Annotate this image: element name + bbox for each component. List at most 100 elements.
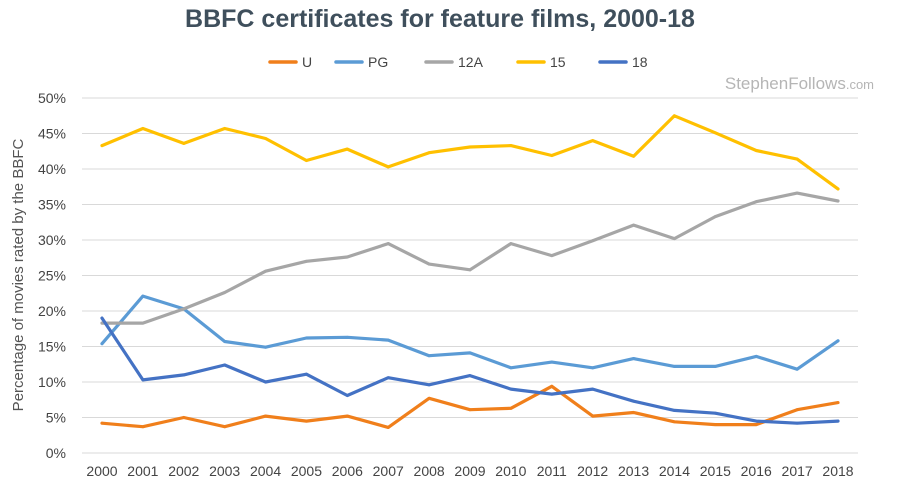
data-point <box>754 423 758 426</box>
data-point <box>100 321 104 325</box>
data-point <box>632 399 635 403</box>
data-point <box>386 426 390 429</box>
y-tick-label: 15% <box>38 339 66 355</box>
data-point <box>468 408 472 412</box>
x-tick-label: 2005 <box>291 463 322 479</box>
data-point <box>345 414 349 418</box>
data-point <box>468 374 472 378</box>
data-point <box>386 338 390 342</box>
series-12a <box>100 191 840 325</box>
data-point <box>223 291 227 294</box>
data-point <box>550 154 554 157</box>
data-point <box>591 239 595 243</box>
legend: U PG 12A 15 18 <box>268 54 648 70</box>
data-point <box>264 269 267 273</box>
data-point <box>550 360 554 364</box>
data-point <box>754 200 758 204</box>
data-point <box>591 366 595 370</box>
x-tick-label: 2000 <box>86 463 117 479</box>
data-point <box>509 366 513 370</box>
data-point <box>673 114 676 118</box>
legend-item-12a: 12A <box>424 54 484 70</box>
data-point <box>182 142 186 145</box>
data-point <box>305 159 308 162</box>
data-point <box>100 316 104 320</box>
x-tick-label: 2013 <box>618 463 649 479</box>
data-point <box>795 367 799 371</box>
y-tick-label: 50% <box>38 90 66 106</box>
data-point <box>632 154 635 158</box>
x-axis-ticks: 2000 2001 2002 2003 2004 2005 2006 2007 2008 2009… <box>86 463 853 479</box>
data-point <box>223 363 227 367</box>
data-point <box>550 384 554 388</box>
data-point <box>427 383 431 387</box>
x-tick-label: 2004 <box>250 463 281 479</box>
chart-title: BBFC certificates for feature films, 200… <box>185 5 695 33</box>
x-tick-label: 2015 <box>700 463 731 479</box>
data-point <box>713 215 717 218</box>
data-point <box>795 191 799 195</box>
legend-item-pg: PG <box>334 54 388 70</box>
data-point <box>100 144 104 147</box>
data-point <box>754 355 758 358</box>
data-point <box>509 387 513 391</box>
data-point <box>713 131 717 135</box>
data-point <box>386 165 390 169</box>
x-tick-label: 2006 <box>332 463 363 479</box>
series-line <box>100 316 840 425</box>
y-tick-label: 40% <box>38 161 66 177</box>
data-point <box>673 237 676 240</box>
data-point <box>141 127 145 130</box>
data-point <box>427 354 431 358</box>
data-point <box>673 364 676 368</box>
x-tick-label: 2018 <box>822 463 853 479</box>
data-point <box>386 242 390 245</box>
data-point <box>550 392 554 396</box>
data-point <box>673 420 676 424</box>
data-point <box>141 425 145 429</box>
data-point <box>141 321 145 325</box>
data-point <box>427 151 431 155</box>
x-tick-label: 2012 <box>577 463 608 479</box>
data-point <box>509 406 513 410</box>
legend-item-15: 15 <box>516 54 566 70</box>
data-point <box>427 396 431 400</box>
y-tick-label: 25% <box>38 268 66 284</box>
data-point <box>468 145 472 149</box>
data-point <box>754 149 758 152</box>
data-point <box>468 351 472 355</box>
legend-item-u: U <box>268 54 312 70</box>
watermark-main: StephenFollows <box>725 74 846 93</box>
y-tick-label: 45% <box>38 126 66 142</box>
data-point <box>223 127 227 130</box>
series-line <box>100 294 840 371</box>
series-line <box>100 114 840 191</box>
y-axis-label: Percentage of movies rated by the BBFC <box>10 139 27 412</box>
data-point <box>182 373 186 377</box>
legend-item-18: 18 <box>598 54 648 70</box>
legend-label: 12A <box>458 54 484 70</box>
data-point <box>182 416 186 419</box>
data-point <box>100 342 104 346</box>
watermark-suffix: .com <box>846 77 874 92</box>
legend-label: U <box>302 54 312 70</box>
x-tick-label: 2010 <box>495 463 526 479</box>
x-tick-label: 2009 <box>454 463 485 479</box>
data-point <box>141 378 145 382</box>
series-pg <box>100 294 840 371</box>
data-point <box>223 425 227 429</box>
data-point <box>386 376 390 380</box>
x-tick-label: 2017 <box>782 463 813 479</box>
data-point <box>591 414 595 418</box>
data-point <box>264 345 267 349</box>
data-point <box>305 419 308 423</box>
data-point <box>345 335 349 339</box>
data-point <box>591 139 595 143</box>
data-point <box>713 364 717 368</box>
data-point <box>795 421 799 425</box>
y-tick-label: 20% <box>38 303 66 319</box>
x-tick-label: 2014 <box>659 463 690 479</box>
y-axis-ticks: 0% 5% 10% 15% 20% 25% 30% 35% 40% 45% 50% <box>38 90 66 461</box>
data-point <box>264 380 267 384</box>
